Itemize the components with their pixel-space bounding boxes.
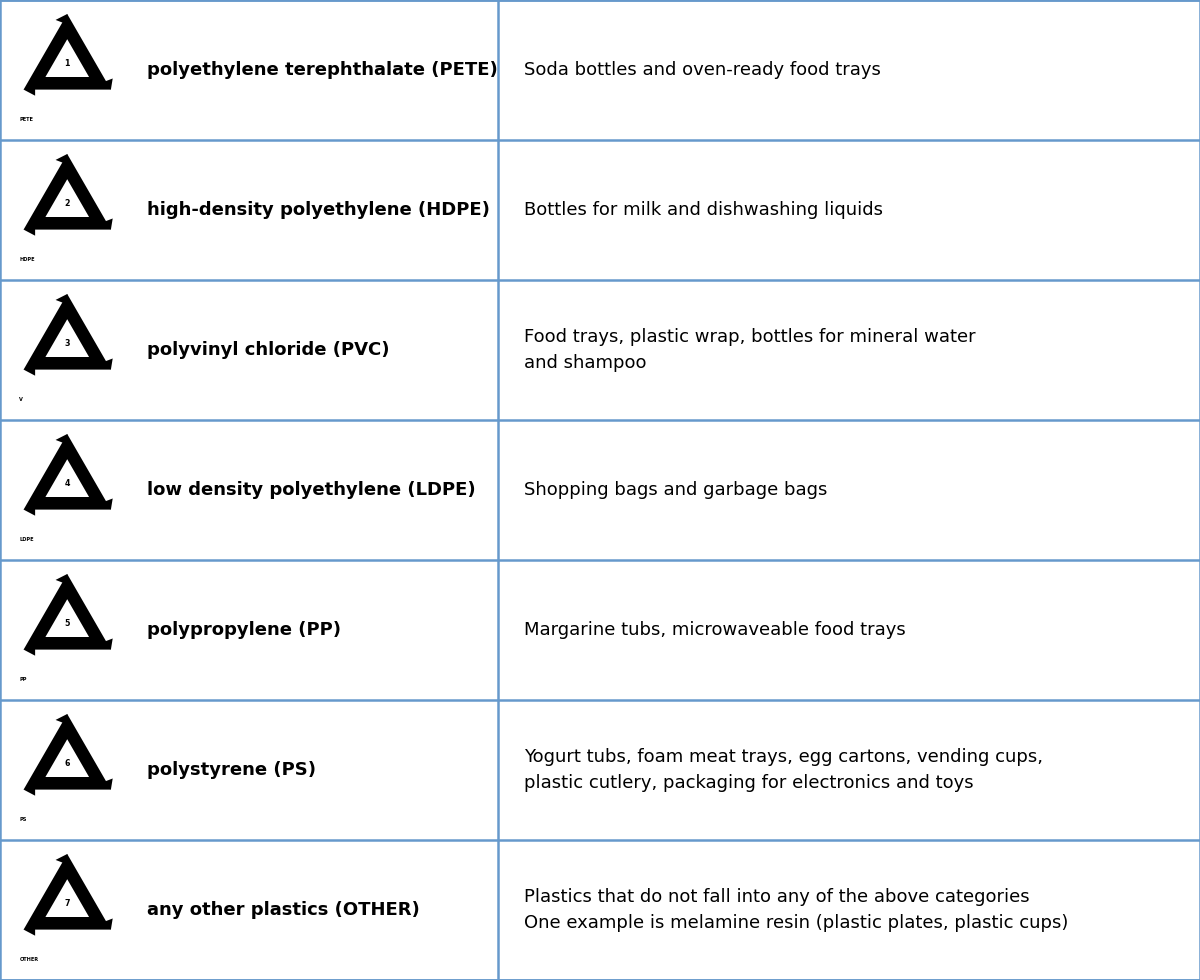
Text: HDPE: HDPE	[19, 258, 35, 263]
Text: polyethylene terephthalate (PETE): polyethylene terephthalate (PETE)	[146, 61, 498, 79]
Polygon shape	[24, 854, 110, 930]
Polygon shape	[24, 223, 35, 236]
Text: 1: 1	[65, 59, 70, 68]
Polygon shape	[100, 359, 113, 369]
Text: polyvinyl chloride (PVC): polyvinyl chloride (PVC)	[146, 341, 390, 359]
Polygon shape	[24, 574, 110, 650]
Polygon shape	[100, 918, 113, 930]
Polygon shape	[100, 499, 113, 510]
Polygon shape	[46, 460, 89, 497]
Polygon shape	[24, 83, 35, 96]
Polygon shape	[55, 714, 70, 725]
Polygon shape	[100, 778, 113, 790]
Polygon shape	[100, 219, 113, 229]
Polygon shape	[46, 39, 89, 77]
Text: V: V	[19, 397, 23, 403]
Polygon shape	[46, 179, 89, 217]
Polygon shape	[55, 154, 70, 165]
Text: 6: 6	[65, 759, 70, 768]
Text: Soda bottles and oven-ready food trays: Soda bottles and oven-ready food trays	[524, 61, 881, 79]
Polygon shape	[24, 504, 35, 515]
Text: 7: 7	[65, 899, 70, 907]
Polygon shape	[24, 14, 110, 89]
Polygon shape	[55, 434, 70, 445]
Polygon shape	[24, 434, 110, 510]
Polygon shape	[24, 923, 35, 936]
Text: high-density polyethylene (HDPE): high-density polyethylene (HDPE)	[146, 201, 490, 219]
Polygon shape	[55, 294, 70, 305]
Text: PP: PP	[19, 677, 26, 682]
Text: LDPE: LDPE	[19, 537, 34, 542]
Text: 5: 5	[65, 619, 70, 628]
Text: Food trays, plastic wrap, bottles for mineral water
and shampoo: Food trays, plastic wrap, bottles for mi…	[524, 327, 976, 372]
Polygon shape	[55, 854, 70, 865]
Text: Plastics that do not fall into any of the above categories
One example is melami: Plastics that do not fall into any of th…	[524, 888, 1069, 932]
Text: Shopping bags and garbage bags: Shopping bags and garbage bags	[524, 481, 828, 499]
Text: Bottles for milk and dishwashing liquids: Bottles for milk and dishwashing liquids	[524, 201, 883, 219]
Polygon shape	[55, 574, 70, 585]
Polygon shape	[55, 14, 70, 25]
Polygon shape	[46, 599, 89, 637]
Text: low density polyethylene (LDPE): low density polyethylene (LDPE)	[146, 481, 475, 499]
Polygon shape	[24, 154, 110, 229]
Polygon shape	[100, 78, 113, 89]
Polygon shape	[24, 294, 110, 369]
Text: Margarine tubs, microwaveable food trays: Margarine tubs, microwaveable food trays	[524, 621, 906, 639]
Text: 3: 3	[65, 339, 70, 348]
Polygon shape	[100, 639, 113, 650]
Polygon shape	[46, 319, 89, 357]
Polygon shape	[24, 644, 35, 656]
Polygon shape	[24, 364, 35, 375]
Text: Yogurt tubs, foam meat trays, egg cartons, vending cups,
plastic cutlery, packag: Yogurt tubs, foam meat trays, egg carton…	[524, 748, 1044, 792]
Text: OTHER: OTHER	[19, 957, 38, 962]
Polygon shape	[46, 739, 89, 777]
Polygon shape	[46, 879, 89, 917]
Polygon shape	[24, 783, 35, 796]
Polygon shape	[24, 714, 110, 790]
Text: 4: 4	[65, 479, 70, 488]
Text: PETE: PETE	[19, 118, 34, 122]
Text: polypropylene (PP): polypropylene (PP)	[146, 621, 341, 639]
Text: PS: PS	[19, 817, 26, 822]
Text: 2: 2	[65, 199, 70, 208]
Text: any other plastics (OTHER): any other plastics (OTHER)	[146, 901, 420, 919]
Text: polystyrene (PS): polystyrene (PS)	[146, 761, 316, 779]
